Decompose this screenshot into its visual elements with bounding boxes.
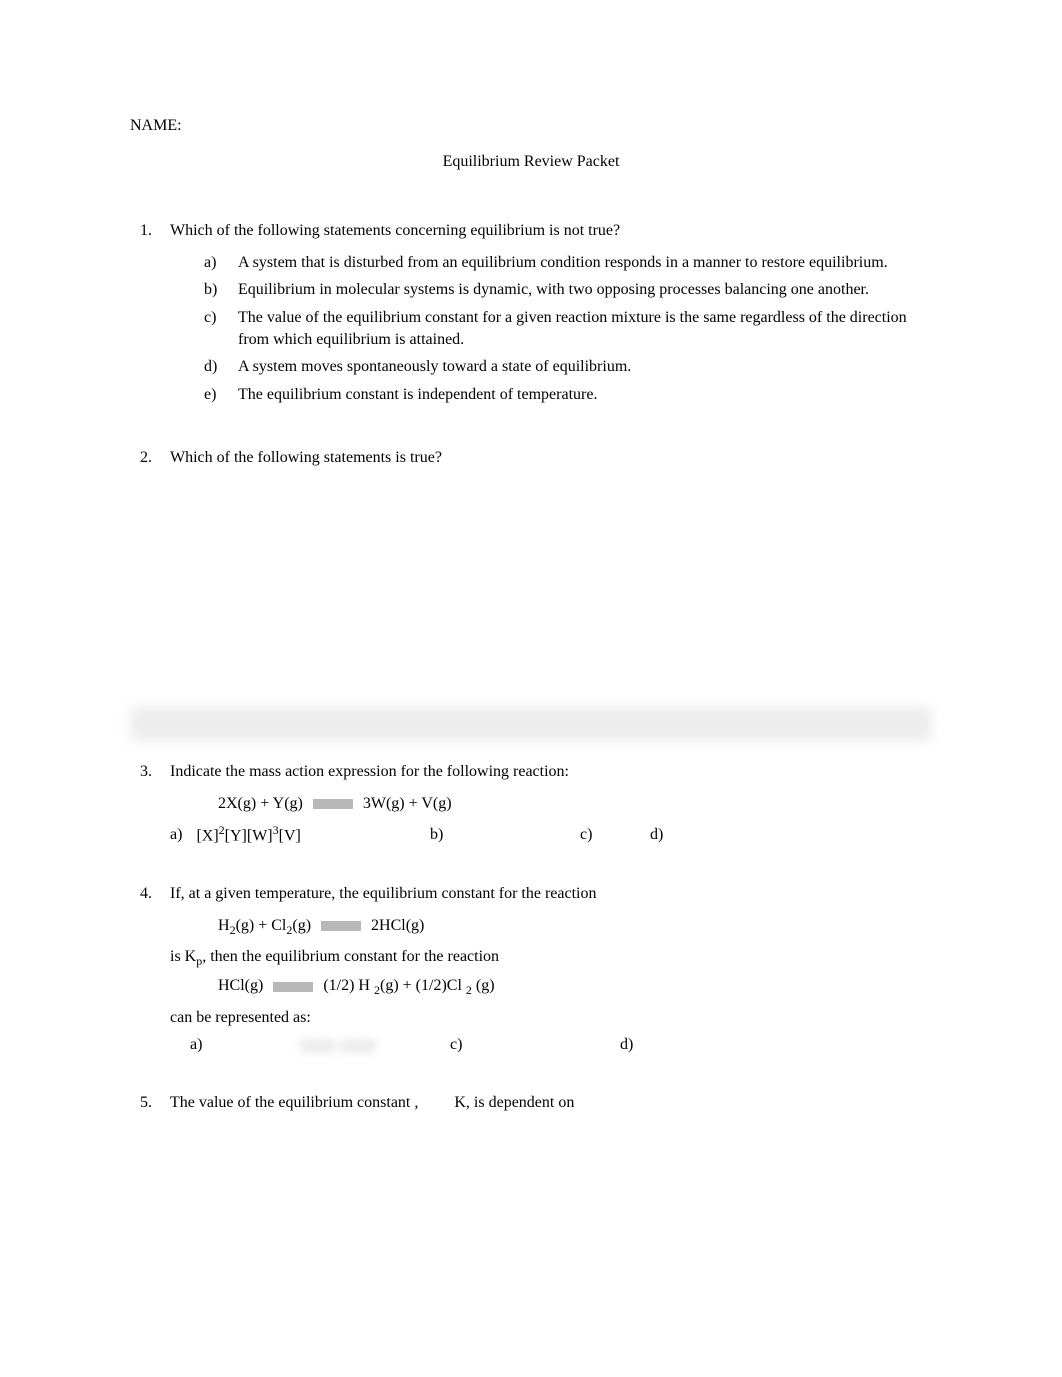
text-part: The value of the equilibrium constant ,: [170, 1094, 418, 1111]
option-c: c): [390, 1034, 560, 1056]
equation-left: 2X(g) + Y(g): [218, 795, 303, 812]
option-letter: b): [204, 279, 238, 301]
expr-part: (g) + Cl: [236, 917, 287, 934]
equation-right: 3W(g) + V(g): [363, 795, 452, 812]
option-text: [X]2[Y][W]3[V]: [196, 822, 300, 847]
option-letter: a): [190, 1034, 202, 1056]
option-a: a) A system that is disturbed from an eq…: [204, 252, 932, 274]
equation-1: H2(g) + Cl2(g) 2HCl(g): [170, 915, 932, 938]
question-number: 4.: [130, 883, 170, 1056]
option-letter: c): [450, 1034, 462, 1056]
text-part: K, is dependent on: [454, 1094, 574, 1111]
equation-2: HCl(g) (1/2) H 2(g) + (1/2)Cl 2 (g): [170, 975, 932, 998]
option-b: b) Equilibrium in molecular systems is d…: [204, 279, 932, 301]
option-text: A system moves spontaneously toward a st…: [238, 356, 932, 378]
question-number: 1.: [130, 220, 170, 411]
question-body: Which of the following statements concer…: [170, 220, 932, 411]
question-3: 3. Indicate the mass action expression f…: [130, 761, 932, 847]
option-text: Equilibrium in molecular systems is dyna…: [238, 279, 932, 301]
inline-options: a) c) d): [170, 1034, 932, 1056]
name-label: NAME:: [130, 115, 932, 137]
option-letter: c): [204, 307, 238, 350]
question-body: If, at a given temperature, the equilibr…: [170, 883, 932, 1056]
question-5: 5. The value of the equilibrium constant…: [130, 1092, 932, 1124]
expr-part: [Y][W]: [225, 827, 273, 844]
question-number: 5.: [130, 1092, 170, 1124]
question-number: 3.: [130, 761, 170, 847]
inline-options: a) [X]2[Y][W]3[V] b) c) d): [170, 822, 932, 847]
option-letter: a): [170, 824, 182, 846]
expr-part: (g): [292, 917, 311, 934]
question-text: Indicate the mass action expression for …: [170, 761, 932, 783]
equation-left: H2(g) + Cl2(g): [218, 917, 315, 934]
question-text: If, at a given temperature, the equilibr…: [170, 883, 932, 905]
question-body: Indicate the mass action expression for …: [170, 761, 932, 847]
equation-right: (1/2) H 2(g) + (1/2)Cl 2 (g): [323, 977, 494, 994]
blurred-option: [300, 1034, 390, 1056]
text-part: is K: [170, 948, 196, 965]
option-letter: d): [650, 824, 663, 846]
expr-part: [X]: [196, 827, 218, 844]
question-2: 2. Which of the following statements is …: [130, 447, 932, 479]
option-letter: a): [204, 252, 238, 274]
line-text: can be represented as:: [170, 1007, 932, 1029]
equation-right: 2HCl(g): [371, 917, 424, 934]
option-e: e) The equilibrium constant is independe…: [204, 384, 932, 406]
option-d: d): [560, 1034, 647, 1056]
expr-part: (g): [472, 977, 495, 994]
question-1: 1. Which of the following statements con…: [130, 220, 932, 411]
blurred-region: [130, 707, 932, 741]
text-part: , then the equilibrium constant for the …: [202, 948, 499, 965]
blurred-content: [340, 1039, 376, 1053]
option-c: c) The value of the equilibrium constant…: [204, 307, 932, 350]
option-d: d): [650, 822, 677, 847]
question-4: 4. If, at a given temperature, the equil…: [130, 883, 932, 1056]
question-text: Which of the following statements concer…: [170, 220, 932, 242]
option-letter: d): [620, 1034, 633, 1056]
option-text: The value of the equilibrium constant fo…: [238, 307, 932, 350]
equation: 2X(g) + Y(g) 3W(g) + V(g): [170, 793, 932, 815]
expr-part: [V]: [279, 827, 301, 844]
arrow-icon: [273, 982, 313, 992]
option-d: d) A system moves spontaneously toward a…: [204, 356, 932, 378]
question-body: The value of the equilibrium constant , …: [170, 1092, 932, 1124]
line-text: is Kp, then the equilibrium constant for…: [170, 946, 932, 969]
question-text: Which of the following statements is tru…: [170, 447, 932, 469]
expr-part: (g) + (1/2)Cl: [380, 977, 466, 994]
document-title: Equilibrium Review Packet: [130, 151, 932, 173]
question-number: 2.: [130, 447, 170, 479]
option-a: a) [X]2[Y][W]3[V]: [170, 822, 430, 847]
expr-part: H: [218, 917, 230, 934]
option-b: b): [430, 822, 580, 847]
option-list: a) A system that is disturbed from an eq…: [170, 252, 932, 406]
arrow-icon: [313, 799, 353, 809]
equation-left: HCl(g): [218, 977, 263, 994]
option-a: a): [190, 1034, 300, 1056]
expr-part: (1/2) H: [323, 977, 374, 994]
question-body: Which of the following statements is tru…: [170, 447, 932, 479]
option-letter: d): [204, 356, 238, 378]
blank-space: [130, 479, 932, 679]
option-c: c): [580, 822, 650, 847]
option-text: A system that is disturbed from an equil…: [238, 252, 932, 274]
option-letter: b): [430, 824, 443, 846]
question-text: The value of the equilibrium constant , …: [170, 1092, 932, 1114]
option-letter: e): [204, 384, 238, 406]
option-letter: c): [580, 824, 592, 846]
option-text: The equilibrium constant is independent …: [238, 384, 932, 406]
arrow-icon: [321, 921, 361, 931]
blurred-content: [300, 1039, 336, 1053]
